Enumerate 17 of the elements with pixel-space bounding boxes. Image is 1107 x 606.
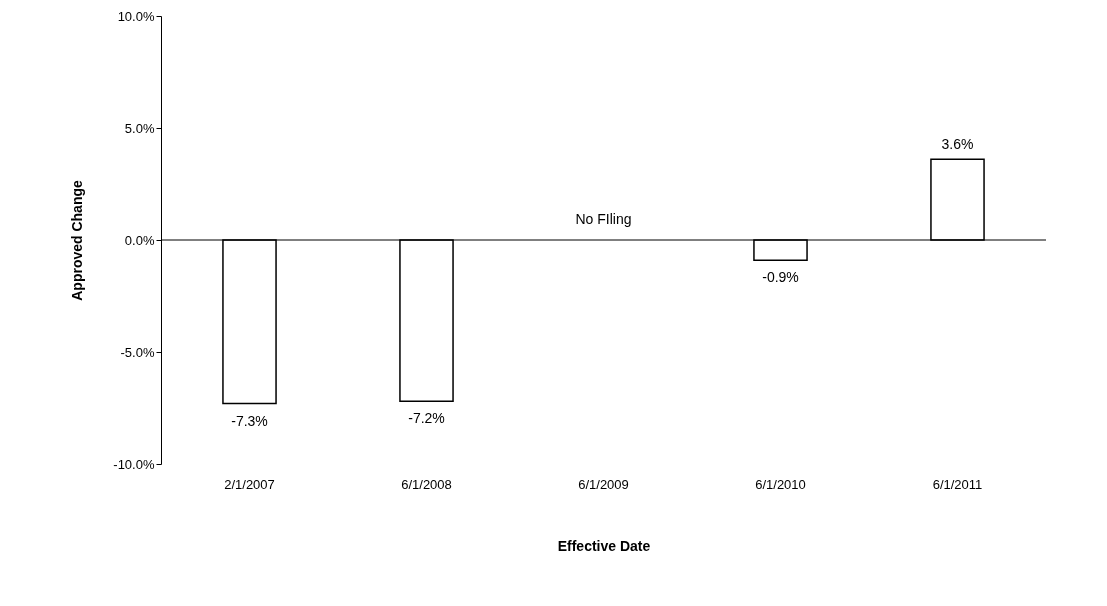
data-label: -7.2% — [408, 410, 445, 427]
x-tick-label: 6/1/2010 — [755, 476, 806, 492]
y-tick-label: -5.0% — [120, 344, 155, 360]
data-label: -7.3% — [231, 412, 268, 429]
x-tick-label: 2/1/2007 — [224, 476, 275, 492]
y-axis-title: Approved Change — [69, 180, 86, 301]
y-tick-label: 10.0% — [117, 8, 155, 24]
x-tick-label: 6/1/2011 — [932, 476, 983, 492]
data-label: 3.6% — [941, 136, 974, 153]
x-axis-title: Effective Date — [557, 537, 651, 554]
annotation: No FIling — [575, 211, 632, 227]
y-tick-label: 0.0% — [124, 232, 155, 248]
data-label: -0.9% — [762, 269, 799, 286]
x-tick-label: 6/1/2008 — [401, 476, 452, 492]
y-tick-label: -10.0% — [113, 456, 155, 472]
x-tick-label: 6/1/2009 — [578, 476, 629, 492]
y-tick-label: 5.0% — [124, 120, 155, 136]
